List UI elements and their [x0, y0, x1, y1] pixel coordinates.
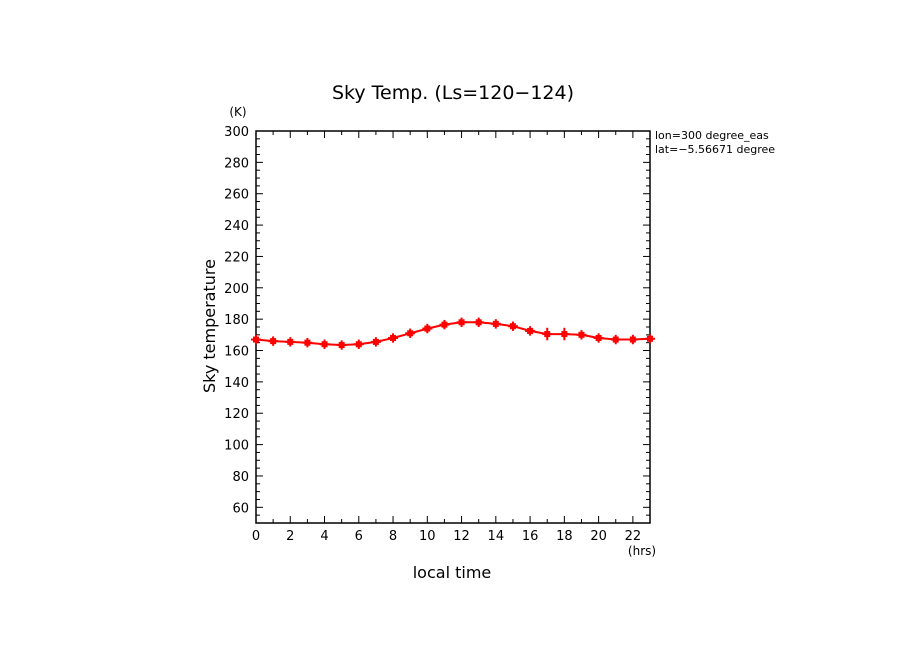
data-point	[507, 321, 518, 331]
point-marker	[492, 320, 499, 327]
data-point	[559, 327, 570, 341]
data-point	[645, 334, 655, 344]
data-point	[525, 326, 536, 336]
y-tick-label: 180	[224, 313, 249, 328]
x-tick-label: 6	[355, 529, 363, 544]
data-point	[251, 334, 261, 345]
point-marker	[475, 319, 482, 326]
point-marker	[441, 321, 448, 328]
point-marker	[304, 339, 311, 346]
data-point	[422, 323, 433, 334]
point-marker	[338, 342, 345, 349]
y-tick-label: 240	[224, 219, 249, 234]
y-tick-label: 220	[224, 250, 249, 265]
series-line	[255, 321, 651, 347]
point-marker	[390, 334, 397, 341]
x-tick-label: 12	[453, 529, 470, 544]
x-tick-label: 22	[625, 529, 642, 544]
y-tick-label: 280	[224, 156, 249, 171]
y-tick-label: 160	[224, 345, 249, 360]
point-marker	[424, 325, 431, 332]
point-marker	[372, 338, 379, 345]
axes: 60 80 100 120 140 160 180 200 220 240 260 280 300 0 2 4…	[224, 125, 651, 544]
x-axis-unit: (hrs)	[628, 544, 656, 558]
y-tick-label: 200	[224, 282, 249, 297]
data-point	[593, 333, 604, 343]
x-tick-label: 10	[419, 529, 436, 544]
y-tick-label: 100	[224, 439, 249, 454]
y-axis-unit: (K)	[229, 105, 246, 119]
y-tick-label: 260	[224, 188, 249, 203]
x-tick-label: 18	[556, 529, 573, 544]
point-marker	[629, 336, 636, 343]
y-tick-label: 120	[224, 407, 249, 422]
x-tick-label: 16	[522, 529, 539, 544]
point-marker	[253, 336, 259, 343]
data-point	[627, 334, 638, 345]
data-point	[388, 333, 399, 343]
x-tick-label: 2	[286, 529, 294, 544]
data-point	[319, 339, 330, 349]
point-marker	[270, 338, 277, 345]
y-tick-label: 300	[224, 125, 249, 140]
point-marker	[527, 327, 534, 334]
data-point	[542, 327, 553, 341]
x-tick-label: 8	[389, 529, 397, 544]
data-point	[370, 337, 381, 347]
data-point	[268, 336, 279, 346]
point-marker	[647, 335, 653, 342]
x-tick-label: 14	[488, 529, 505, 544]
y-tick-label: 140	[224, 376, 249, 391]
latitude-annotation: lat=−5.56671 degree	[655, 143, 775, 156]
plot-frame	[255, 130, 651, 524]
x-tick-label: 0	[252, 529, 260, 544]
point-marker	[287, 338, 294, 345]
data-series	[251, 317, 655, 350]
point-marker	[355, 341, 362, 348]
x-tick-label: 4	[320, 529, 328, 544]
data-point	[456, 317, 467, 327]
point-marker	[612, 336, 619, 343]
data-point	[473, 317, 484, 327]
data-point	[336, 340, 347, 350]
point-marker	[458, 319, 465, 326]
longitude-annotation: lon=300 degree_eas	[655, 129, 769, 142]
data-point	[576, 330, 587, 340]
data-point	[439, 319, 450, 330]
point-marker	[407, 330, 414, 337]
point-marker	[561, 331, 568, 338]
data-point	[490, 319, 501, 329]
point-marker	[509, 323, 516, 330]
point-marker	[544, 331, 551, 338]
data-point	[405, 328, 416, 338]
y-tick-label: 60	[232, 501, 249, 516]
data-point	[610, 334, 621, 345]
x-axis-title: local time	[413, 563, 492, 582]
x-tick-label: 20	[590, 529, 607, 544]
y-tick-label: 80	[232, 470, 249, 485]
data-point	[302, 337, 313, 348]
chart-title: Sky Temp. (Ls=120−124)	[332, 82, 574, 104]
point-marker	[578, 331, 585, 338]
point-marker	[321, 341, 328, 348]
y-axis-title: Sky temperature	[200, 259, 219, 393]
data-point	[285, 337, 296, 347]
point-marker	[595, 334, 602, 341]
data-point	[353, 339, 364, 349]
